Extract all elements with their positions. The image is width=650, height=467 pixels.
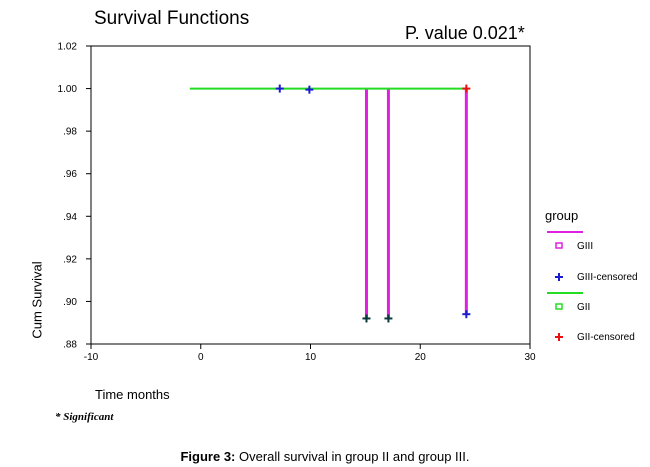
x-axis-label: Time months: [95, 387, 170, 402]
y-tick-label: .96: [63, 169, 77, 180]
legend: [547, 231, 583, 341]
y-tick-label: .92: [63, 254, 77, 265]
plot-frame: [90, 45, 531, 345]
footnote: * Significant: [55, 411, 114, 423]
y-tick-label: .88: [63, 340, 77, 351]
legend-label-gii-censored: GII-censored: [577, 332, 635, 343]
legend-label-gii: GII: [577, 302, 591, 313]
series-layer: [189, 84, 471, 323]
legend-gii-symbol: [555, 303, 563, 310]
y-tick-label: .90: [63, 297, 77, 308]
x-tick-label: 0: [198, 352, 204, 363]
x-tick-label: 20: [415, 352, 427, 363]
y-axis-label: Cum Survival: [29, 261, 45, 339]
axes: .88 .90 .92 .94 .96 .98 1.00 1.02 -10 0 10 20 30: [58, 42, 536, 364]
figure-caption: Figure 3: Overall survival in group II a…: [0, 449, 650, 464]
legend-giii-symbol: [555, 242, 563, 249]
y-tick-label: 1.00: [58, 84, 78, 95]
caption-label: Figure 3:: [180, 449, 236, 464]
x-tick-label: 10: [305, 352, 317, 363]
y-tick-label: .98: [63, 127, 77, 138]
legend-label-giii: GIII: [577, 241, 594, 252]
x-tick-label: 30: [524, 352, 536, 363]
legend-label-giii-censored: GIII-censored: [577, 272, 638, 283]
y-tick-label: .94: [63, 212, 77, 223]
caption-text: Overall survival in group II and group I…: [235, 449, 470, 464]
p-value-annotation: P. value 0.021*: [405, 23, 525, 43]
chart-title: Survival Functions: [94, 8, 250, 29]
y-tick-label: 1.02: [58, 42, 78, 53]
legend-title: group: [545, 208, 579, 223]
x-tick-label: -10: [84, 352, 99, 363]
